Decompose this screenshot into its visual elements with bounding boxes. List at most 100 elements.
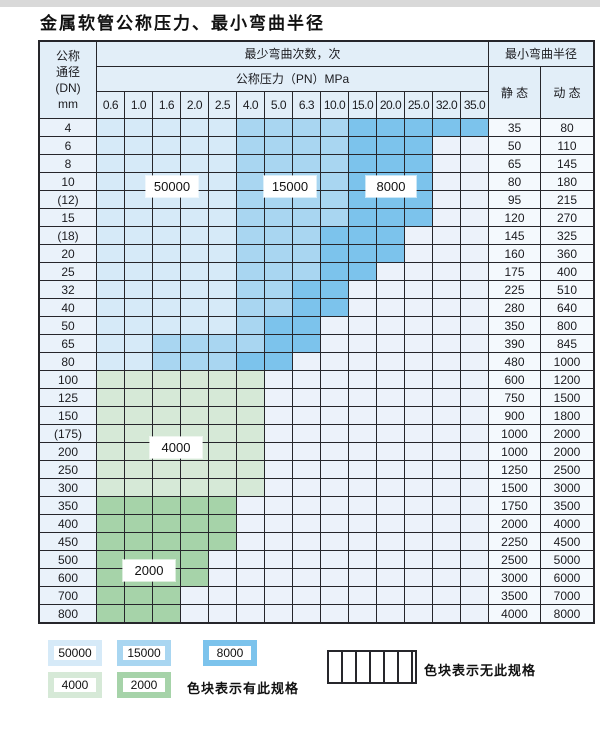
spec-cell-striped <box>433 461 460 478</box>
legend-swatch-label: 15000 <box>127 646 161 660</box>
dynamic-value: 1000 <box>541 353 593 370</box>
static-value: 1500 <box>489 479 540 496</box>
spec-cell-striped <box>377 299 404 316</box>
spec-cell-striped <box>377 335 404 352</box>
static-value: 2000 <box>489 515 540 532</box>
spec-cell-striped <box>321 353 348 370</box>
spec-cell <box>293 137 320 154</box>
pressure-col-header: 4.0 <box>237 92 264 118</box>
dn-cell: 50 <box>40 317 96 334</box>
spec-cell <box>237 263 264 280</box>
spec-cell <box>265 335 292 352</box>
static-value: 120 <box>489 209 540 226</box>
spec-cell <box>405 119 432 136</box>
spec-cell-striped <box>321 443 348 460</box>
spec-cell <box>125 155 152 172</box>
spec-cell-striped <box>377 443 404 460</box>
spec-cell <box>237 155 264 172</box>
spec-cell-striped <box>181 605 208 622</box>
spec-cell <box>377 245 404 262</box>
spec-cell-striped <box>209 551 236 568</box>
spec-cell-striped <box>461 461 488 478</box>
spec-cell <box>349 119 376 136</box>
spec-cell <box>209 407 236 424</box>
pressure-col-header: 2.0 <box>181 92 208 118</box>
spec-cell-striped <box>321 407 348 424</box>
spec-cell <box>97 443 124 460</box>
dynamic-value: 4000 <box>541 515 593 532</box>
spec-cell <box>209 263 236 280</box>
spec-cell-striped <box>377 371 404 388</box>
spec-cell <box>181 533 208 550</box>
dynamic-value: 845 <box>541 335 593 352</box>
static-value: 3500 <box>489 587 540 604</box>
dn-cell: 65 <box>40 335 96 352</box>
dn-cell: 250 <box>40 461 96 478</box>
spec-cell-striped <box>321 533 348 550</box>
spec-cell <box>209 137 236 154</box>
pressure-col-header: 1.6 <box>153 92 180 118</box>
cycle-label-4000: 4000 <box>150 437 202 458</box>
spec-cell <box>321 281 348 298</box>
spec-cell <box>125 533 152 550</box>
spec-cell <box>237 335 264 352</box>
spec-cell-striped <box>405 551 432 568</box>
spec-cell <box>97 371 124 388</box>
dn-cell: 32 <box>40 281 96 298</box>
table-grid: 公称 通径 (DN) mm 最少弯曲次数，次 最小弯曲半径 公称压力（PN）MPa 静 态动 … <box>38 40 595 624</box>
spec-cell-striped <box>405 407 432 424</box>
dn-cell: 300 <box>40 479 96 496</box>
dynamic-value: 4500 <box>541 533 593 550</box>
spec-cell-striped <box>433 281 460 298</box>
spec-cell <box>153 317 180 334</box>
spec-cell <box>181 389 208 406</box>
spec-cell <box>181 353 208 370</box>
spec-cell <box>97 263 124 280</box>
dn-cell: 4 <box>40 119 96 136</box>
legend-swatch-label: 8000 <box>216 646 244 660</box>
spec-cell-striped <box>433 425 460 442</box>
dn-cell: 40 <box>40 299 96 316</box>
static-value: 1000 <box>489 425 540 442</box>
spec-cell <box>97 137 124 154</box>
spec-cell-striped <box>349 335 376 352</box>
spec-cell-striped <box>461 533 488 550</box>
spec-cell <box>125 173 152 190</box>
spec-cell-striped <box>405 353 432 370</box>
spec-cell-striped <box>461 443 488 460</box>
spec-cell <box>349 137 376 154</box>
spec-cell-striped <box>433 227 460 244</box>
spec-cell <box>97 119 124 136</box>
spec-cell-striped <box>433 371 460 388</box>
spec-cell <box>181 497 208 514</box>
spec-cell-striped <box>461 209 488 226</box>
spec-cell <box>349 227 376 244</box>
dn-cell: 400 <box>40 515 96 532</box>
spec-cell <box>181 551 208 568</box>
spec-cell <box>377 137 404 154</box>
spec-cell <box>97 497 124 514</box>
dn-cell: 450 <box>40 533 96 550</box>
cycle-label-8000: 8000 <box>366 176 416 197</box>
spec-cell <box>153 119 180 136</box>
corner-header: 公称 通径 (DN) mm <box>40 42 96 118</box>
dn-cell: 100 <box>40 371 96 388</box>
spec-cell <box>125 425 152 442</box>
spec-cell-striped <box>461 299 488 316</box>
dynamic-value: 80 <box>541 119 593 136</box>
spec-cell-striped <box>405 245 432 262</box>
dynamic-value: 2000 <box>541 443 593 460</box>
spec-cell <box>209 299 236 316</box>
spec-cell-striped <box>321 371 348 388</box>
spec-cell-striped <box>405 605 432 622</box>
spec-cell-striped <box>377 569 404 586</box>
spec-cell-striped <box>265 515 292 532</box>
spec-cell-striped <box>349 533 376 550</box>
legend-swatch-2000: 2000 <box>117 672 171 698</box>
legend-no-spec-text: 色块表示无此规格 <box>424 663 537 678</box>
spec-cell <box>125 191 152 208</box>
spec-cell <box>265 245 292 262</box>
spec-cell <box>237 227 264 244</box>
spec-cell-striped <box>321 515 348 532</box>
spec-cell-striped <box>405 389 432 406</box>
